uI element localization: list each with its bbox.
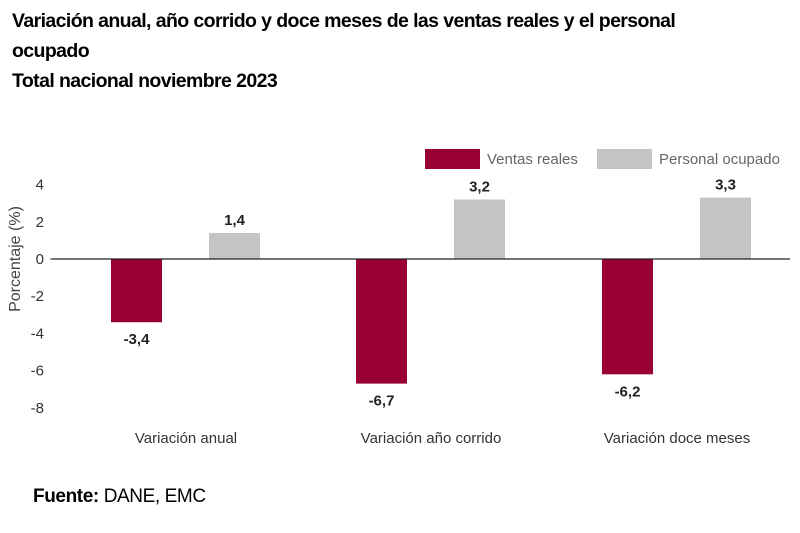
bar-personal-ocupado (454, 199, 505, 259)
data-labels: -3,4 -6,7 -6,2 1,4 3,2 3,3 (124, 177, 736, 410)
legend: Ventas reales Personal ocupado (425, 149, 780, 169)
x-category-label: Variación año corrido (361, 430, 502, 447)
x-category-label: Variación doce meses (604, 430, 750, 447)
x-axis: Variación anual Variación año corrido Vari… (52, 258, 790, 447)
y-tick-label: -4 (31, 325, 44, 342)
data-label: -3,4 (124, 331, 151, 348)
bar-personal-ocupado (700, 197, 751, 259)
x-category-label: Variación anual (135, 430, 237, 447)
title-line-3: Total nacional noviembre 2023 (12, 70, 278, 92)
legend-swatch (597, 149, 652, 169)
y-tick-label: 2 (36, 214, 44, 231)
legend-swatch (425, 149, 480, 169)
bar-ventas-reales (356, 259, 407, 384)
source-value: DANE, EMC (98, 486, 206, 507)
data-label: 1,4 (224, 212, 246, 229)
data-label: -6,2 (615, 383, 641, 400)
bar-personal-ocupado (209, 232, 260, 259)
chart-title: Variación anual, año corrido y doce mese… (12, 6, 792, 96)
data-label: 3,2 (469, 178, 490, 195)
title-line-2: ocupado (12, 40, 90, 62)
y-axis-title: Porcentaje (%) (7, 206, 24, 312)
legend-label: Ventas reales (487, 151, 578, 168)
bar-ventas-reales (602, 259, 653, 375)
bar-ventas-reales (111, 259, 162, 323)
bars (111, 197, 751, 384)
source-label: Fuente: (33, 486, 99, 507)
y-tick-label: -8 (31, 400, 44, 417)
title-line-1: Variación anual, año corrido y doce mese… (12, 10, 676, 32)
data-label: 3,3 (715, 177, 736, 194)
y-tick-label: -6 (31, 363, 44, 380)
data-label: -6,7 (369, 393, 395, 410)
legend-label: Personal ocupado (659, 151, 780, 168)
y-tick-label: -2 (31, 288, 44, 305)
source-note: Fuente: DANE, EMC (33, 486, 206, 508)
y-axis: 4 2 0 -2 -4 -6 -8 Porcentaje (%) (7, 177, 58, 417)
y-tick-label: 0 (36, 251, 44, 268)
y-tick-label: 4 (36, 177, 44, 194)
